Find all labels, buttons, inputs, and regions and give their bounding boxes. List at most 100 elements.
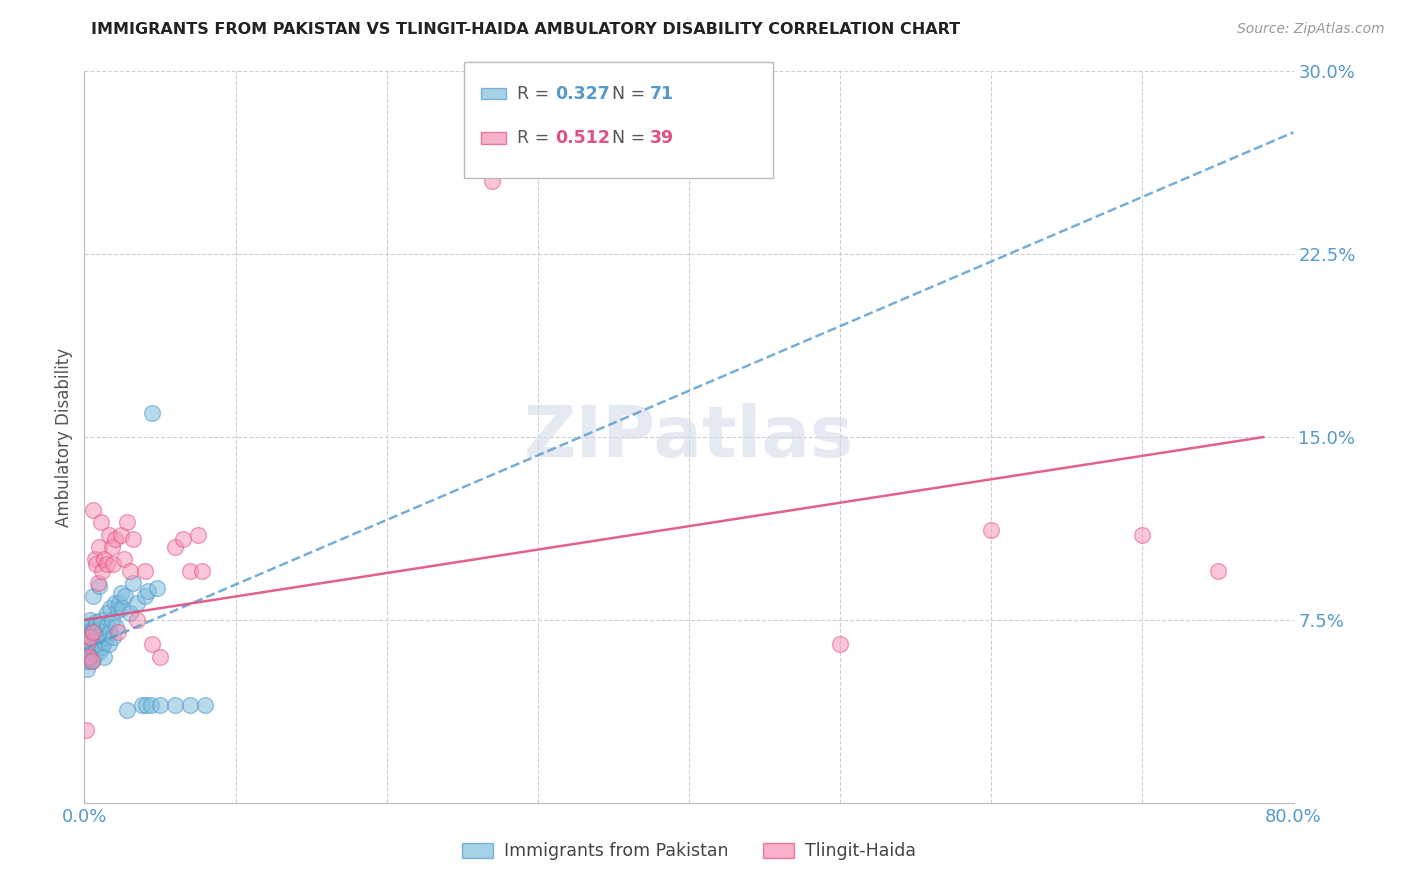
Point bbox=[108, 596, 131, 610]
Point bbox=[82, 503, 104, 517]
Point bbox=[481, 174, 503, 188]
Point bbox=[134, 589, 156, 603]
Point bbox=[104, 533, 127, 547]
Text: Source: ZipAtlas.com: Source: ZipAtlas.com bbox=[1237, 22, 1385, 37]
Point bbox=[111, 600, 134, 615]
Point bbox=[75, 637, 97, 651]
Point bbox=[98, 600, 121, 615]
Point bbox=[77, 649, 100, 664]
Point bbox=[100, 613, 122, 627]
Point bbox=[139, 698, 162, 713]
Point bbox=[91, 564, 114, 578]
Point bbox=[82, 589, 104, 603]
Point bbox=[76, 620, 98, 634]
Point bbox=[90, 627, 112, 641]
Point bbox=[194, 698, 217, 713]
Text: R =: R = bbox=[517, 85, 555, 103]
Point bbox=[77, 654, 100, 668]
Point bbox=[86, 630, 108, 644]
Point bbox=[90, 516, 112, 530]
Point bbox=[127, 613, 149, 627]
Point bbox=[84, 552, 107, 566]
Point bbox=[86, 615, 108, 630]
Text: 0.327: 0.327 bbox=[555, 85, 610, 103]
Point bbox=[80, 654, 103, 668]
Point bbox=[146, 581, 169, 595]
Point bbox=[96, 606, 118, 620]
Point bbox=[79, 630, 101, 644]
Point bbox=[110, 586, 132, 600]
Point bbox=[91, 640, 114, 654]
Point bbox=[179, 564, 201, 578]
Point bbox=[76, 645, 98, 659]
Point bbox=[191, 564, 214, 578]
Point bbox=[80, 632, 103, 647]
Text: 0.512: 0.512 bbox=[555, 129, 610, 147]
Text: 71: 71 bbox=[650, 85, 673, 103]
Point bbox=[86, 557, 108, 571]
Point bbox=[118, 606, 141, 620]
Point bbox=[121, 576, 143, 591]
Text: ZIPatlas: ZIPatlas bbox=[524, 402, 853, 472]
Point bbox=[89, 579, 111, 593]
Point bbox=[830, 637, 852, 651]
Point bbox=[115, 516, 138, 530]
Point bbox=[75, 723, 97, 737]
Point bbox=[93, 649, 115, 664]
Point bbox=[75, 654, 97, 668]
Point bbox=[96, 617, 118, 632]
Point bbox=[84, 635, 107, 649]
Point bbox=[93, 635, 115, 649]
Point bbox=[79, 630, 101, 644]
Point bbox=[127, 596, 149, 610]
Point bbox=[118, 564, 141, 578]
Point bbox=[79, 613, 101, 627]
Point bbox=[1130, 527, 1153, 541]
Point bbox=[79, 649, 101, 664]
Point bbox=[141, 637, 163, 651]
Point bbox=[75, 649, 97, 664]
Point bbox=[80, 645, 103, 659]
Point bbox=[87, 576, 110, 591]
Point bbox=[77, 642, 100, 657]
Point bbox=[149, 649, 172, 664]
Point bbox=[980, 523, 1002, 537]
Point bbox=[165, 698, 187, 713]
Point bbox=[93, 552, 115, 566]
Point bbox=[141, 406, 163, 420]
Point bbox=[105, 620, 128, 634]
Point bbox=[101, 557, 124, 571]
Point bbox=[82, 625, 104, 640]
Point bbox=[94, 630, 117, 644]
Text: IMMIGRANTS FROM PAKISTAN VS TLINGIT-HAIDA AMBULATORY DISABILITY CORRELATION CHAR: IMMIGRANTS FROM PAKISTAN VS TLINGIT-HAID… bbox=[91, 22, 960, 37]
Y-axis label: Ambulatory Disability: Ambulatory Disability bbox=[55, 348, 73, 526]
Point bbox=[75, 625, 97, 640]
Point bbox=[107, 625, 129, 640]
Point bbox=[84, 647, 107, 661]
Legend: Immigrants from Pakistan, Tlingit-Haida: Immigrants from Pakistan, Tlingit-Haida bbox=[456, 836, 922, 867]
Point bbox=[89, 540, 111, 554]
Point bbox=[89, 645, 111, 659]
Point bbox=[76, 630, 98, 644]
Text: R =: R = bbox=[517, 129, 555, 147]
Point bbox=[110, 527, 132, 541]
Text: N =: N = bbox=[612, 85, 651, 103]
Point bbox=[114, 589, 136, 603]
Point bbox=[80, 654, 103, 668]
Point bbox=[97, 527, 120, 541]
Point bbox=[87, 623, 110, 637]
Point bbox=[100, 540, 122, 554]
Point bbox=[165, 540, 187, 554]
Point bbox=[121, 533, 143, 547]
Point bbox=[135, 698, 157, 713]
Point bbox=[97, 637, 120, 651]
Point bbox=[86, 642, 108, 657]
Point bbox=[149, 698, 172, 713]
Point bbox=[84, 620, 107, 634]
Point bbox=[87, 637, 110, 651]
Point bbox=[82, 625, 104, 640]
Point bbox=[76, 662, 98, 676]
Point bbox=[96, 557, 118, 571]
Point bbox=[179, 698, 201, 713]
Point bbox=[131, 698, 153, 713]
